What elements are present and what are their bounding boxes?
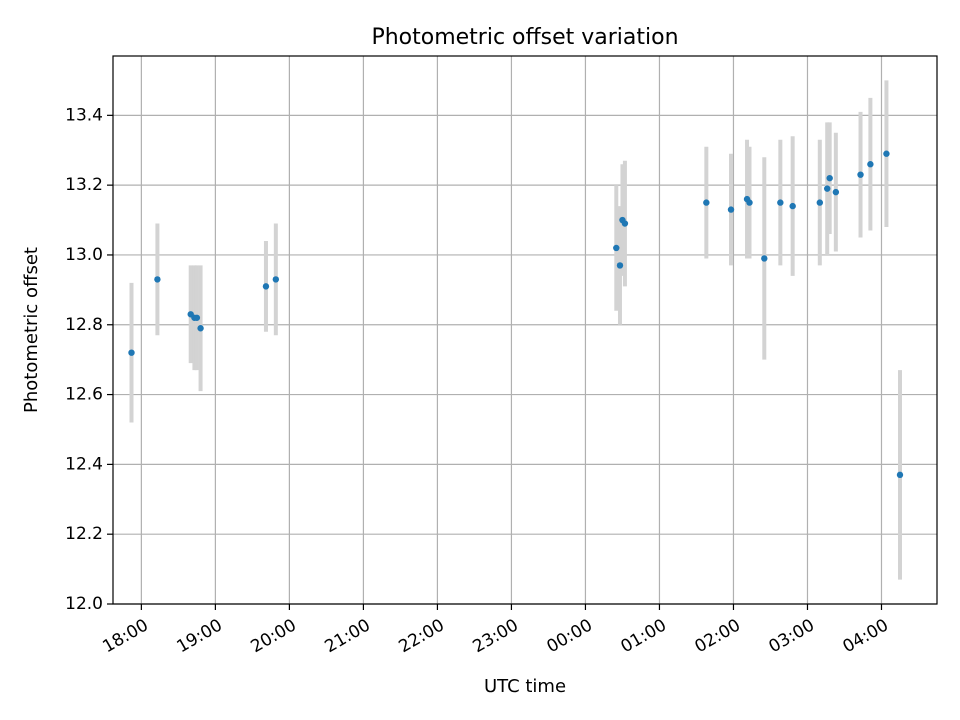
data-point <box>761 255 768 262</box>
data-point <box>703 199 710 206</box>
data-point <box>746 199 753 206</box>
data-point <box>777 199 784 206</box>
plot-frame <box>112 55 938 605</box>
data-point <box>621 220 629 227</box>
y-tick-label: 13.4 <box>65 105 103 125</box>
data-point <box>867 161 874 168</box>
y-tick-label: 13.2 <box>65 175 103 195</box>
data-point <box>832 188 840 196</box>
y-tick-label: 12.2 <box>65 524 103 544</box>
x-axis-label: UTC time <box>484 676 566 697</box>
chart-title: Photometric offset variation <box>371 25 678 50</box>
data-point <box>193 314 201 321</box>
data-point <box>824 185 831 192</box>
y-axis: 12.0 12.2 12.4 12.6 12.8 13.0 13.2 13.4 <box>65 105 113 614</box>
data-point <box>262 283 270 290</box>
data-point <box>857 171 864 178</box>
data-point <box>616 262 624 269</box>
y-tick-label: 12.4 <box>65 454 103 474</box>
data-point <box>272 276 280 283</box>
data-point <box>154 276 161 283</box>
data-point <box>727 206 735 213</box>
y-tick-label: 12.8 <box>65 315 103 335</box>
data-point <box>197 325 204 332</box>
y-tick-label: 12.6 <box>65 385 103 405</box>
y-tick-label: 13.0 <box>65 245 103 265</box>
y-tick-label: 12.0 <box>65 594 103 614</box>
data-point <box>896 471 904 479</box>
data-point <box>128 349 135 356</box>
data-point <box>789 202 796 210</box>
data-point <box>883 150 890 157</box>
data-point <box>613 244 620 252</box>
y-axis-label: Photometric offset <box>21 247 42 413</box>
data-point <box>816 199 824 206</box>
data-point <box>826 174 833 182</box>
data-points <box>128 150 904 479</box>
